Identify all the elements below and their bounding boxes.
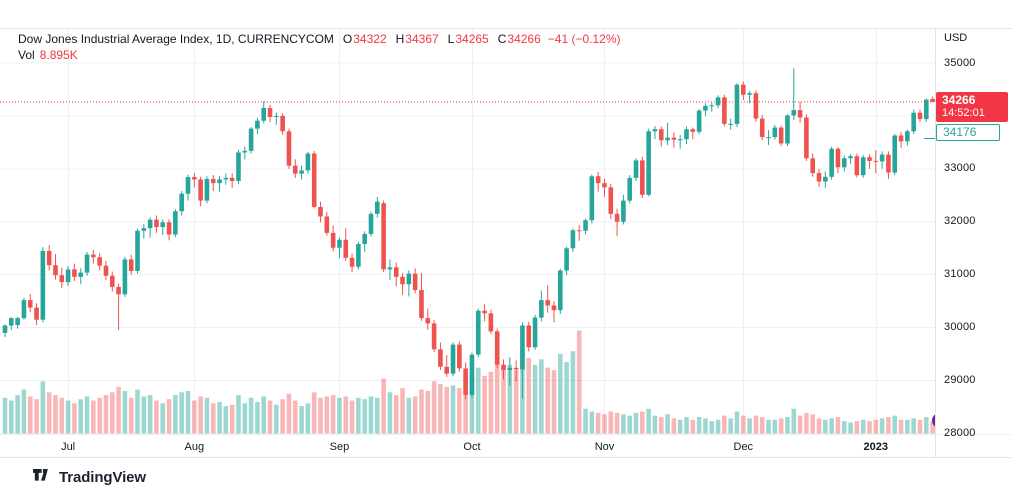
prev-price-value: 34176	[943, 125, 977, 139]
volume-label: Vol	[18, 48, 35, 62]
low-value: 34265	[455, 32, 489, 46]
time-tick-label: Aug	[184, 441, 205, 453]
high-value: 34367	[405, 32, 439, 46]
close-label: C	[497, 32, 507, 46]
time-tick-label: Dec	[733, 441, 754, 453]
close-value: 34266	[507, 32, 541, 46]
prev-price-badge: 34176	[936, 124, 1000, 141]
price-tick-label: 32000	[944, 215, 976, 228]
time-tick-label: Jul	[61, 441, 76, 453]
open-label: O	[342, 32, 353, 46]
currency-label: USD	[944, 32, 968, 44]
price-tick-label: 31000	[944, 268, 976, 281]
price-tick-label: 29000	[944, 374, 976, 387]
open-value: 34322	[353, 32, 387, 46]
price-axis[interactable]: USD 35000 33000 32000 31000 30000 29000 28000 …	[935, 28, 1012, 457]
footer[interactable]: TradingView	[33, 468, 146, 487]
volume-value: 8.895K	[39, 48, 78, 62]
symbol-title: Dow Jones Industrial Average Index, 1D, …	[18, 32, 334, 46]
bar-countdown: 14:52:01	[942, 107, 985, 119]
high-label: H	[395, 32, 405, 46]
last-price-badge: 34266 14:52:01	[936, 92, 1008, 122]
price-tick-label: 35000	[944, 56, 976, 69]
time-tick-label: Sep	[329, 441, 350, 453]
time-axis[interactable]: Jul Aug Sep Oct Nov Dec 2023	[0, 434, 1012, 457]
time-tick-label: Oct	[463, 441, 481, 453]
last-price-value: 34266	[942, 93, 976, 107]
time-tick-year-label: 2023	[863, 441, 889, 453]
change-value: −41 (−0.12%)	[547, 32, 621, 46]
price-tick-label: 30000	[944, 321, 976, 334]
time-tick-label: Nov	[594, 441, 615, 453]
tradingview-brand-text: TradingView	[59, 469, 146, 486]
tradingview-logo-icon	[33, 468, 52, 487]
low-label: L	[447, 32, 455, 46]
symbol-legend: Dow Jones Industrial Average Index, 1D, …	[18, 31, 621, 63]
price-tick-label: 33000	[944, 162, 976, 175]
price-tick-label: 28000	[944, 427, 976, 439]
